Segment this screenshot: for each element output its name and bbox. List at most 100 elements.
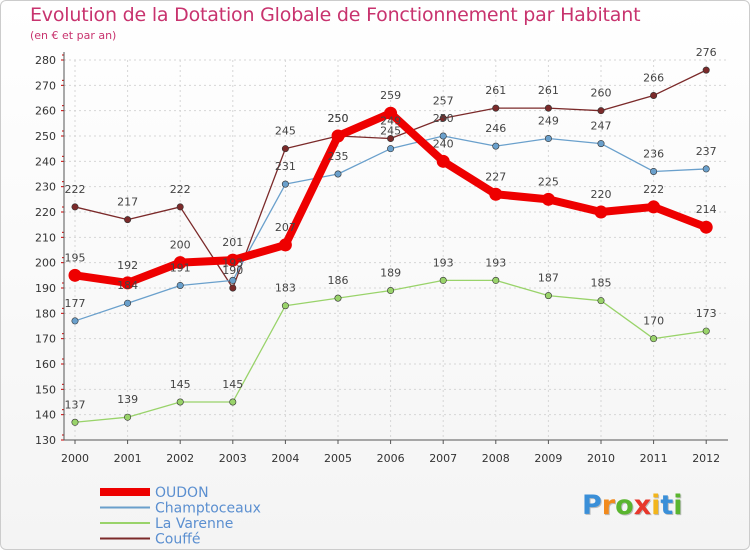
data-point [331,129,345,143]
data-label: 186 [328,274,349,287]
data-label: 247 [591,120,612,133]
x-tick-label: 2000 [61,452,89,465]
data-label: 183 [275,282,296,295]
data-point [173,256,187,270]
data-point [650,167,658,175]
data-label: 257 [433,94,454,107]
data-label: 145 [222,378,243,391]
legend-label: Champtoceaux [155,501,261,517]
data-label: 145 [170,378,191,391]
x-tick-label: 2002 [166,452,194,465]
data-label: 225 [538,175,559,188]
data-point [439,132,447,140]
x-tick-label: 2011 [640,452,668,465]
data-label: 190 [222,264,243,277]
data-label: 250 [328,112,349,125]
data-label: 259 [380,89,401,102]
data-point [439,114,447,122]
brand-letter: t [660,490,674,521]
data-label: 217 [117,196,138,209]
x-tick-label: 2010 [587,452,615,465]
y-tick-label: 200 [35,257,56,270]
data-label: 207 [275,221,296,234]
data-point [334,294,342,302]
data-point [71,203,79,211]
data-label: 137 [65,398,86,411]
data-label: 192 [117,259,138,272]
brand-logo: Proxiti [582,490,683,521]
y-tick-label: 240 [35,155,56,168]
y-tick-label: 180 [35,307,56,320]
brand-letter: i [651,490,661,521]
data-label: 261 [485,84,506,97]
data-label: 249 [538,115,559,128]
data-labels: 222 217 222 190 245 250 249 257 261 261 260 266 276 1… [65,46,717,411]
data-point [71,317,79,325]
data-point [387,145,395,153]
data-label: 220 [591,188,612,201]
data-label: 193 [433,256,454,269]
data-label: 170 [643,315,664,328]
data-point [541,192,555,206]
data-label: 193 [485,256,506,269]
data-label: 187 [538,272,559,285]
data-label: 235 [328,150,349,163]
data-point [281,145,289,153]
y-tick-label: 160 [35,358,56,371]
data-label: 189 [380,267,401,280]
data-label: 191 [170,261,191,274]
data-label: 266 [643,71,664,84]
data-label: 184 [117,279,138,292]
x-tick-label: 2012 [692,452,720,465]
data-point [492,142,500,150]
x-tick-label: 2004 [271,452,299,465]
data-label: 276 [696,46,717,59]
data-point [650,335,658,343]
x-tick-label: 2006 [377,452,405,465]
legend-label: OUDON [155,485,209,501]
data-point [281,302,289,310]
data-point [544,292,552,300]
data-point [489,187,503,201]
data-point [702,327,710,335]
y-tick-label: 170 [35,333,56,346]
data-label: 236 [643,147,664,160]
data-point [384,106,398,120]
y-tick-label: 190 [35,282,56,295]
data-label: 237 [696,145,717,158]
y-tick-label: 230 [35,181,56,194]
data-point [544,104,552,112]
data-point [229,284,237,292]
data-label: 185 [591,277,612,290]
data-point [229,276,237,284]
x-tick-label: 2005 [324,452,352,465]
series-lines [68,66,713,426]
data-point [702,165,710,173]
x-tick-label: 2001 [114,452,142,465]
legend-label: La Varenne [155,516,233,532]
data-point [702,66,710,74]
data-label: 177 [65,297,86,310]
data-point [597,297,605,305]
data-point [71,418,79,426]
data-label: 260 [591,87,612,100]
data-label: 245 [275,125,296,138]
x-tick-label: 2008 [482,452,510,465]
data-point [229,398,237,406]
data-point [594,205,608,219]
y-tick-label: 130 [35,434,56,447]
data-point [387,135,395,143]
data-point [68,268,82,282]
brand-letter: r [601,490,616,521]
data-label: 250 [433,112,454,125]
legend-label: Couffé [155,532,200,548]
data-point [226,253,240,267]
data-point [278,238,292,252]
data-label: 245 [380,125,401,138]
data-point [492,104,500,112]
data-label: 249 [380,115,401,128]
chart-subtitle: (en € et par an) [30,29,117,42]
data-label: 173 [696,307,717,320]
brand-letter: o [615,490,634,521]
